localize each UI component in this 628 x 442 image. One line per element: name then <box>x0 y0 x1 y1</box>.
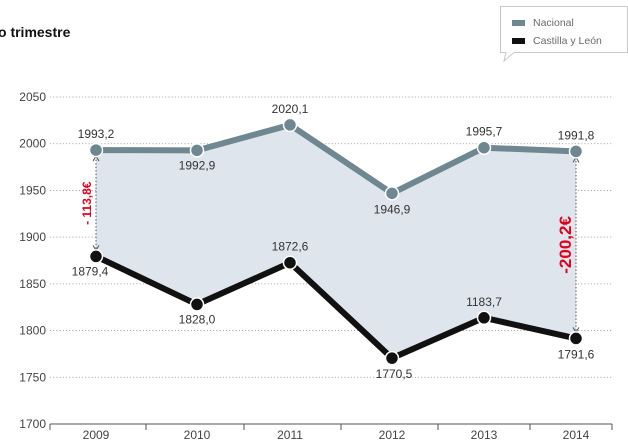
data-point-1-2014 <box>568 331 584 346</box>
x-tick-label-2009: 2009 <box>83 428 110 442</box>
diff-label-1: -200,2€ <box>556 216 575 274</box>
y-tick-label-2000: 2000 <box>19 137 46 151</box>
data-labels: 1993,2 1992,9 2020,1 1946,9 1995,7 1991,8 1879… <box>72 102 595 381</box>
fill-between-series <box>96 124 576 359</box>
y-tick-label-2050: 2050 <box>19 90 46 104</box>
data-point-1-2011 <box>282 255 298 270</box>
data-label-0-2013: 1995,7 <box>466 125 503 139</box>
data-points <box>88 117 584 366</box>
data-point-1-2012 <box>384 350 400 366</box>
data-point-0-2014 <box>568 144 584 159</box>
data-point-0-2010 <box>189 143 205 158</box>
data-point-1-2013 <box>476 310 492 326</box>
data-label-0-2009: 1993,2 <box>78 127 115 141</box>
x-tick-label-2014: 2014 <box>563 428 590 442</box>
data-point-0-2012 <box>384 186 400 201</box>
data-label-1-2010: 1828,0 <box>179 312 216 326</box>
data-point-0-2009 <box>88 142 104 158</box>
axes: 1700 1750 1800 1850 1900 1950 2000 2050 2009 2010… <box>19 90 613 442</box>
data-label-0-2010: 1992,9 <box>179 158 216 172</box>
data-point-1-2010 <box>189 297 205 312</box>
y-tick-label-1800: 1800 <box>19 324 46 338</box>
legend: Nacional Castilla y León <box>500 6 628 62</box>
series-line-0 <box>93 121 579 197</box>
legend-swatch-castilla-y-leon <box>512 38 525 44</box>
data-label-1-2013: 1183,7 <box>466 295 502 309</box>
y-tick-label-1700: 1700 <box>19 417 46 431</box>
difference-annotations: - 113,8€ -200,2€ <box>80 155 580 334</box>
y-tick-label-1950: 1950 <box>19 183 46 197</box>
series-lines <box>93 121 579 362</box>
x-tick-label-2011: 2011 <box>277 428 303 442</box>
data-label-1-2011: 1872,6 <box>272 240 309 254</box>
data-label-1-2012: 1770,5 <box>376 367 413 381</box>
x-tick-label-2010: 2010 <box>184 428 211 442</box>
legend-item-nacional: Nacional <box>512 16 574 30</box>
y-tick-label-1900: 1900 <box>19 230 46 244</box>
data-label-0-2014: 1991,8 <box>558 128 595 142</box>
legend-item-castilla-y-leon: Castilla y León <box>512 34 602 48</box>
data-label-1-2009: 1879,4 <box>72 264 109 278</box>
data-label-1-2014: 1791,6 <box>558 347 595 361</box>
series-line-1 <box>93 253 579 362</box>
y-tick-label-1750: 1750 <box>19 370 46 384</box>
data-label-0-2012: 1946,9 <box>374 202 411 216</box>
diff-label-0: - 113,8€ <box>80 181 94 225</box>
data-point-0-2011 <box>282 117 298 133</box>
data-label-0-2011: 2020,1 <box>272 102 309 116</box>
data-point-0-2013 <box>476 140 492 155</box>
fill-between-area <box>96 124 576 359</box>
legend-label-castilla-y-leon: Castilla y León <box>533 35 602 47</box>
legend-swatch-nacional <box>512 20 525 26</box>
x-tick-label-2012: 2012 <box>379 428 406 442</box>
data-point-1-2009 <box>88 249 104 264</box>
x-tick-label-2013: 2013 <box>471 428 498 442</box>
y-tick-label-1850: 1850 <box>19 277 46 291</box>
chart-title: o trimestre <box>0 24 71 40</box>
legend-label-nacional: Nacional <box>533 17 574 29</box>
